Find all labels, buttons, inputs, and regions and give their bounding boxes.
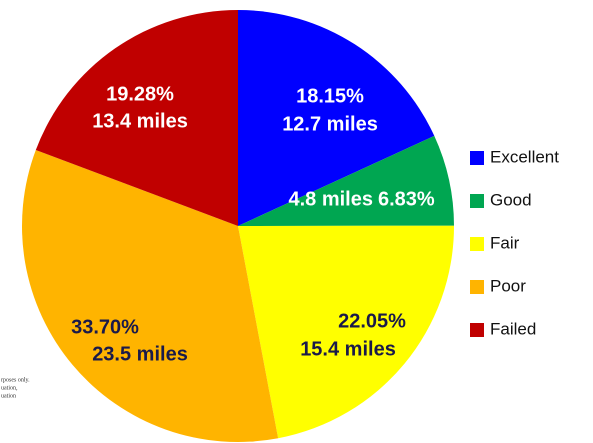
legend-swatch xyxy=(470,194,484,208)
legend-label: Fair xyxy=(490,233,520,252)
miles-label: 13.4 miles xyxy=(92,110,188,132)
footnote: rposes only. xyxy=(1,377,30,383)
miles-label: 23.5 miles xyxy=(92,343,188,365)
miles-label: 4.8 miles xyxy=(288,188,373,210)
legend-label: Poor xyxy=(490,276,526,295)
footnote: uation, xyxy=(1,385,18,391)
pie-slice xyxy=(238,10,435,226)
percent-label: 6.83% xyxy=(378,188,435,210)
legend-label: Good xyxy=(490,190,532,209)
percent-label: 33.70% xyxy=(71,316,139,338)
miles-label: 15.4 miles xyxy=(300,338,396,360)
percent-label: 22.05% xyxy=(338,310,406,332)
percent-label: 18.15% xyxy=(296,85,364,107)
pie-slice xyxy=(22,150,279,442)
legend-label: Failed xyxy=(490,319,536,338)
pie-slice xyxy=(35,10,238,226)
legend-swatch xyxy=(470,237,484,251)
legend-swatch xyxy=(470,323,484,337)
legend-label: Excellent xyxy=(490,147,559,166)
legend-swatch xyxy=(470,151,484,165)
footnote: uation xyxy=(1,393,16,399)
percent-label: 19.28% xyxy=(106,83,174,105)
miles-label: 12.7 miles xyxy=(282,113,378,135)
pie-slice xyxy=(238,135,454,226)
legend-swatch xyxy=(470,280,484,294)
pie-slice xyxy=(238,225,454,439)
